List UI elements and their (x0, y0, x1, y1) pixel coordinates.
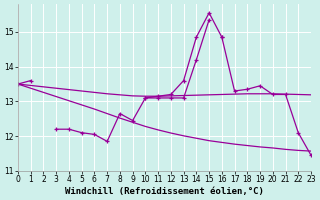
X-axis label: Windchill (Refroidissement éolien,°C): Windchill (Refroidissement éolien,°C) (65, 187, 264, 196)
